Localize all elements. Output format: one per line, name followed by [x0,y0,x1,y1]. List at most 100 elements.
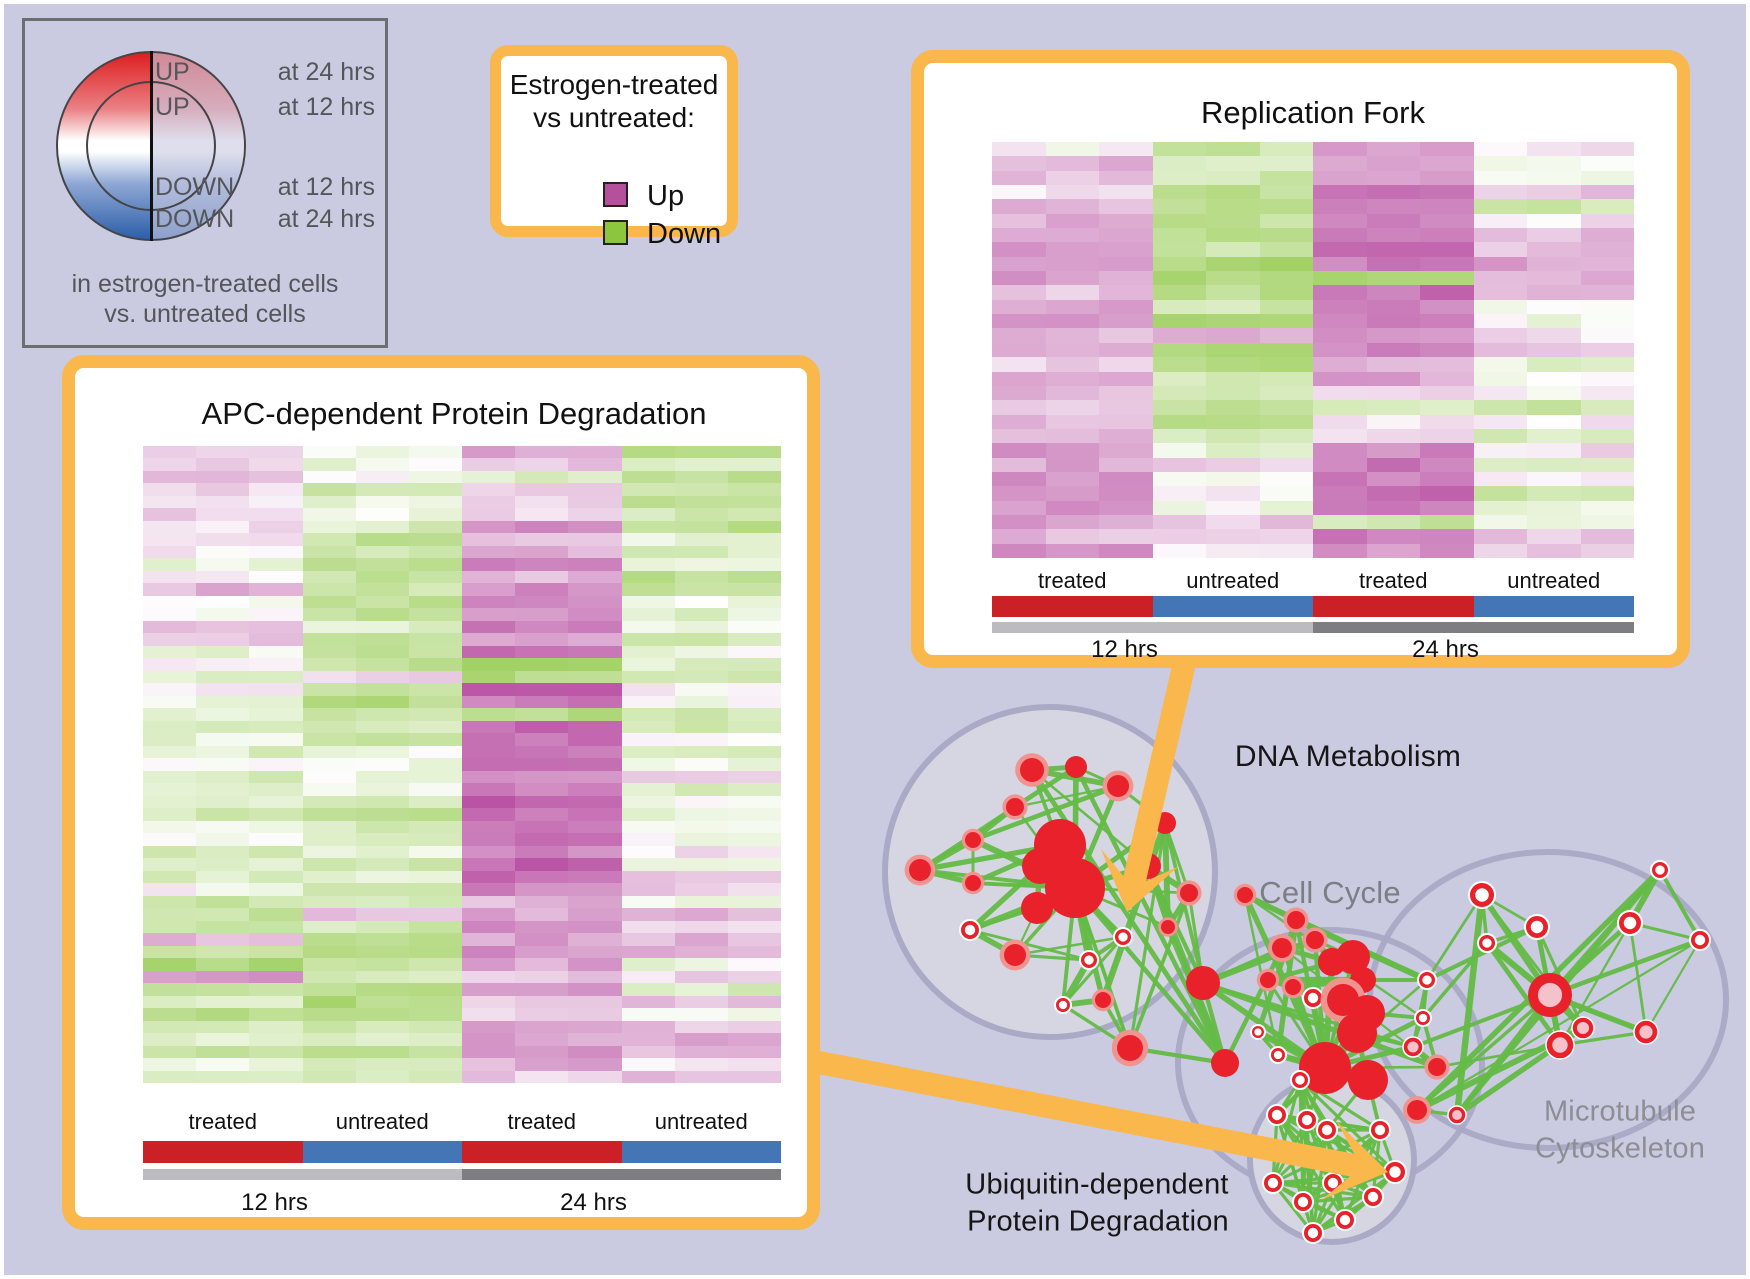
heatmap-cell [515,970,569,984]
heatmap-cell [1366,414,1420,429]
heatmap-cell [143,945,197,959]
heatmap-cell [1420,443,1474,458]
heatmap-cell [727,933,781,946]
network-node-core [1084,955,1094,965]
heatmap-cell [727,745,781,759]
heatmap-cell [249,833,303,846]
heatmap-cell [302,533,356,546]
heatmap-cell [355,945,409,959]
heatmap-cell [727,508,781,521]
heatmap-cell [249,458,303,471]
heatmap-cell [674,870,728,884]
heatmap-cell [249,995,303,1009]
heatmap-cell [355,933,409,946]
heatmap-cell [1206,443,1260,458]
heatmap-cell [302,820,356,834]
heatmap-cell [408,1008,462,1021]
heatmap-cell [515,858,569,871]
heatmap-cell [408,595,462,609]
heatmap-cell [408,920,462,934]
heatmap-cell [1420,256,1474,272]
heatmap-cell [568,870,622,884]
heatmap-cell [196,908,250,921]
heatmap-cell [143,970,197,984]
heatmap-cell [302,1020,356,1034]
heatmap-cell [621,1020,675,1034]
heatmap-cell [302,470,356,484]
heatmap-cell [1420,185,1474,200]
heatmap-cell [515,533,569,546]
heatmap-cell [568,908,622,921]
heatmap-cell [462,1070,516,1083]
network-edge [1425,894,1484,981]
treated-bar [1313,596,1474,617]
heatmap-cell [143,708,197,721]
heatmap-cell [515,520,569,534]
heatmap-cell [1313,156,1367,171]
heatmap-cell [1473,443,1527,458]
heatmap-cell [462,633,516,646]
heatmap-cell [621,1045,675,1059]
heatmap-cell [462,995,516,1009]
heatmap-cell [727,545,781,559]
heatmap-cell [1152,242,1206,257]
heatmap-cell [1420,271,1474,286]
heatmap-cell [1099,529,1153,544]
heatmap-cell [302,520,356,534]
heatmap-cell [408,770,462,784]
heatmap-cell [621,595,675,609]
heatmap-cell [462,983,516,996]
heatmap-cell [143,745,197,759]
heatmap-cell [1527,185,1581,200]
heatmap-cell [992,314,1046,329]
heatmap-cell [1045,543,1099,558]
time-label-1: 24 hrs [560,1189,627,1216]
heatmap-cell [1152,357,1206,372]
time-label-0: 12 hrs [241,1189,308,1216]
heatmap-cell [1366,543,1420,558]
network-node [1336,940,1370,974]
heatmap-cell [992,299,1046,315]
heatmap-cell [462,1033,516,1046]
heatmap-cell [462,595,516,609]
network-node-core [1254,1028,1262,1036]
heatmap-cell [249,633,303,646]
updown-key-box: UP at 24 hrs UP at 12 hrs DOWN at 12 hrs DOWN a… [22,18,388,348]
heatmap-cell [302,858,356,871]
heatmap-cell [462,545,516,559]
heatmap-cell [1152,428,1206,444]
mt-label-1: Microtubule [1543,1095,1697,1128]
heatmap-cell [1580,299,1634,315]
heatmap-cell [355,895,409,909]
heatmap-cell [408,520,462,534]
heatmap-cell [143,808,197,821]
heatmap-cell [1366,170,1420,186]
network-node-core [1537,982,1563,1008]
heatmap-cell [462,708,516,721]
heatmap-cell [408,733,462,746]
heatmap-cell [1206,414,1260,429]
heatmap-cell [621,558,675,571]
heatmap-cell [196,1045,250,1059]
heatmap-cell [143,683,197,696]
heatmap-cell [1259,500,1313,515]
heatmap-cell [674,1008,728,1021]
heatmap-cell [1152,486,1206,501]
heatmap-cell [992,328,1046,343]
network-edge [1128,892,1191,1049]
heatmap-cell [992,500,1046,515]
heatmap-cell [355,670,409,684]
heatmap-cell [727,695,781,709]
heatmap-cell [1313,271,1367,286]
heatmap-cell [143,670,197,684]
heatmap-cell [1473,271,1527,286]
heatmap-cell [1152,500,1206,515]
heatmap-cell [1099,514,1153,530]
heatmap-cell [1152,400,1206,415]
heatmap-cell [249,1020,303,1034]
heatmap-cell [302,895,356,909]
key-time-0: at 24 hrs [277,58,375,86]
heatmap-cell [143,920,197,934]
heatmap-cell [302,620,356,634]
heatmap-cell [1206,170,1260,186]
